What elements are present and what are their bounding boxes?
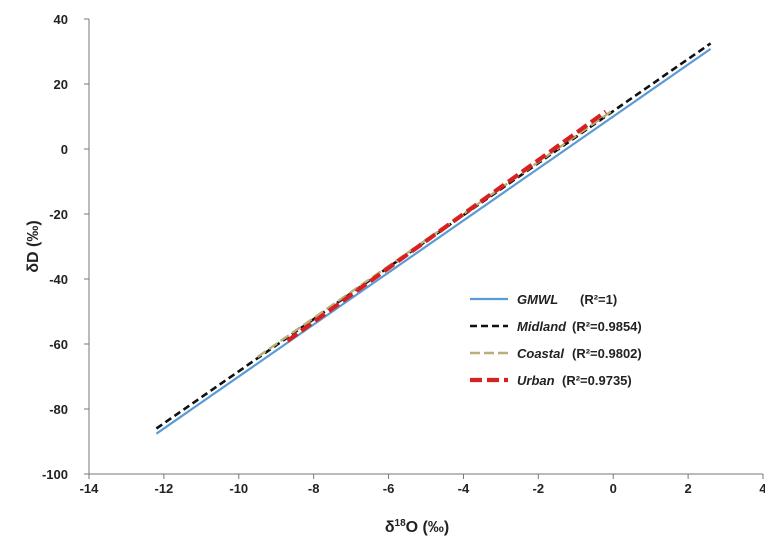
legend-label-urban: Urban xyxy=(517,373,555,388)
x-tick-label: -4 xyxy=(458,481,470,496)
x-axis-title-rest: O (‰) xyxy=(406,519,450,536)
y-tick-label: -80 xyxy=(49,402,68,417)
ticks: -14 -12 -10 -8 -6 -4 -2 0 2 440200-20-40-60-80-10… xyxy=(42,12,765,496)
x-tick-label: -6 xyxy=(383,481,395,496)
series-line-midland xyxy=(155,42,712,430)
legend-r2-gmwl: (R²=1) xyxy=(580,292,617,307)
legend: GMWL (R²=1) Midland (R²=0.9854) Coastal (R²=0… xyxy=(470,292,642,388)
axes xyxy=(88,19,763,475)
x-tick-label: 2 xyxy=(684,481,691,496)
x-axis-title-superscript: 18 xyxy=(395,518,407,529)
legend-r2-midland: (R²=0.9854) xyxy=(572,319,642,334)
legend-label-gmwl: GMWL xyxy=(517,292,558,307)
x-axis-title-delta: δ xyxy=(385,519,395,536)
y-tick-label: -20 xyxy=(49,207,68,222)
x-tick-label: -8 xyxy=(308,481,320,496)
series-line-coastal xyxy=(256,109,614,358)
x-tick-label: -10 xyxy=(229,481,248,496)
series-line-gmwl xyxy=(155,47,712,435)
x-tick-label: -14 xyxy=(80,481,100,496)
y-axis-title: δD (‰) xyxy=(25,220,42,272)
y-tick-label: -60 xyxy=(49,337,68,352)
legend-r2-coastal: (R²=0.9802) xyxy=(572,346,642,361)
legend-r2-urban: (R²=0.9735) xyxy=(562,373,632,388)
legend-label-coastal: Coastal xyxy=(517,346,564,361)
x-tick-label: -2 xyxy=(533,481,545,496)
y-tick-label: 40 xyxy=(54,12,68,27)
x-tick-label: 4 xyxy=(759,481,765,496)
series-lines xyxy=(155,42,712,435)
y-tick-label: 0 xyxy=(61,142,68,157)
x-tick-label: 0 xyxy=(610,481,617,496)
y-tick-label: -40 xyxy=(49,272,68,287)
legend-label-midland: Midland xyxy=(517,319,567,334)
y-tick-label: 20 xyxy=(54,77,68,92)
y-tick-label: -100 xyxy=(42,467,68,482)
x-axis-title: δ18O (‰) xyxy=(385,518,449,536)
x-tick-label: -12 xyxy=(154,481,173,496)
series-line-urban xyxy=(286,109,607,343)
